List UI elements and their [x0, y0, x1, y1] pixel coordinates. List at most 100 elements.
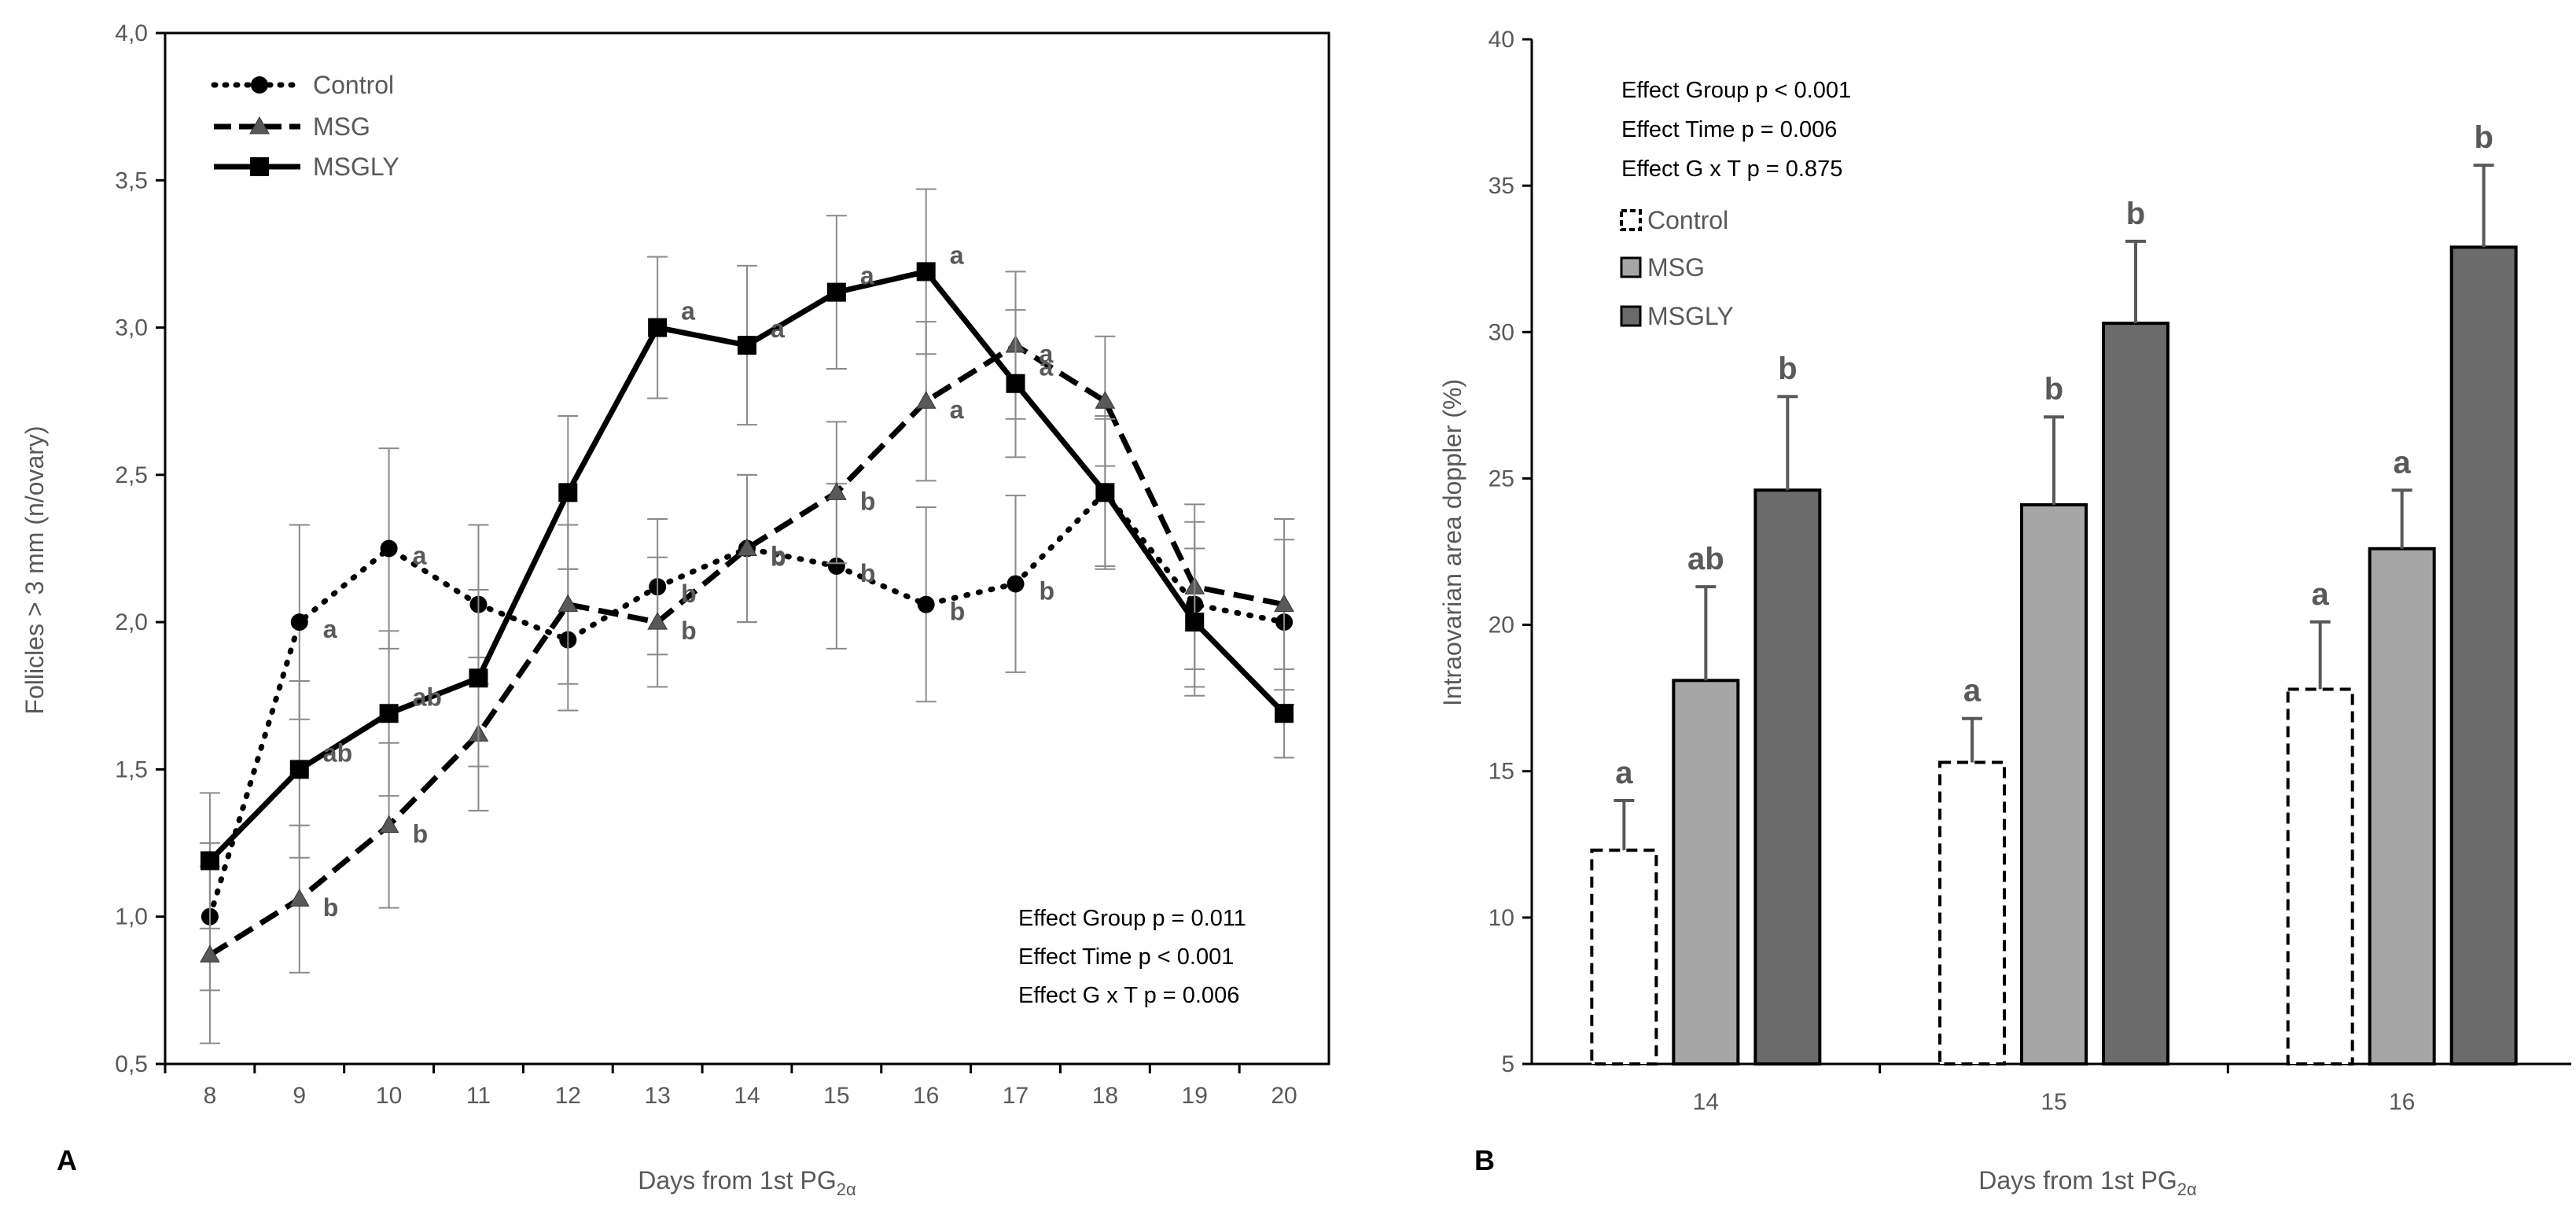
significance-letter-msg: ab	[1687, 542, 1724, 576]
panel-a-y-tick-label: 0,5	[115, 1051, 148, 1077]
panel-a-x-tick-label: 9	[293, 1083, 306, 1109]
legend-msg-marker	[249, 116, 270, 134]
bar-msgly	[2102, 322, 2169, 1066]
panel-a-x-tick-label: 14	[734, 1083, 760, 1109]
bar-msg	[2368, 547, 2436, 1066]
panel-b-y-tick-label: 30	[1489, 319, 1514, 345]
significance-letter-control: b	[1040, 576, 1055, 605]
panel-a-x-tick-label: 20	[1271, 1083, 1297, 1109]
significance-letter-msg: b	[681, 617, 697, 645]
point-control	[917, 595, 935, 613]
significance-letter-msg: b	[323, 893, 339, 922]
panel-a-y-tick-label: 3,0	[115, 315, 148, 341]
panel-b-y-axis-title: Intraovarian area doppler (%)	[1438, 379, 1466, 706]
panel-b-y-tick-label: 5	[1501, 1051, 1514, 1077]
legend-b-msg-swatch	[1620, 256, 1642, 278]
significance-letter-msgly: a	[950, 241, 964, 269]
point-msg	[378, 815, 399, 834]
panel-a-stat-group: Effect Group p = 0.011	[1018, 906, 1246, 931]
point-msg	[826, 482, 847, 500]
legend-b-control-swatch	[1620, 209, 1642, 231]
significance-letter-msgly: a	[860, 262, 874, 290]
point-msg	[915, 391, 937, 409]
panel-a-y-tick-label: 2,5	[115, 462, 148, 488]
point-msgly	[916, 262, 936, 282]
point-msgly	[738, 336, 756, 355]
legend-b-msg-label: MSG	[1647, 253, 1705, 282]
significance-letter-msgly: b	[2126, 197, 2145, 231]
legend-control-label: Control	[313, 71, 394, 99]
significance-letter-control: b	[860, 559, 876, 587]
point-control	[380, 539, 398, 558]
panel-a-y-tick-label: 1,0	[115, 904, 148, 930]
legend-b-control-label: Control	[1647, 206, 1728, 234]
significance-letter-msgly: a	[681, 297, 695, 326]
panel-a-x-axis-title-sub: 2α	[837, 1180, 856, 1199]
bar-msgly	[1754, 488, 1822, 1066]
significance-letter-control: b	[771, 542, 786, 570]
panel-b-x-tick-label: 16	[2389, 1089, 2415, 1115]
point-msgly	[558, 483, 578, 502]
significance-letter-msg: a	[950, 396, 964, 424]
panel-b-stat-gxt: Effect G x T p = 0.875	[1621, 156, 1842, 182]
significance-letter-msgly: ab	[323, 738, 352, 767]
point-msg	[1274, 594, 1294, 613]
significance-letter-msg: a	[1040, 340, 1054, 368]
panel-b-y-tick-label: 25	[1489, 466, 1514, 491]
panel-b-y-tick-label: 10	[1489, 905, 1514, 931]
significance-letter-msgly: ab	[413, 683, 442, 711]
point-msg	[558, 594, 579, 613]
legend-b-msgly-label: MSGLY	[1647, 302, 1734, 330]
bar-msgly	[2449, 245, 2518, 1066]
point-msg	[737, 538, 757, 556]
significance-letter-control: a	[1615, 756, 1633, 790]
panel-a-y-tick-label: 4,0	[115, 20, 148, 46]
bar-msg	[2020, 502, 2088, 1066]
panel-a-stat-time: Effect Time p < 0.001	[1018, 944, 1234, 970]
panel-a-x-axis-title-main: Days from 1st PG	[638, 1166, 837, 1194]
panel-b-x-tick-label: 15	[2041, 1089, 2066, 1115]
point-msg	[200, 944, 220, 963]
panel-a-plot-border	[164, 31, 1330, 1066]
panel-a-y-tick-label: 2,0	[115, 609, 148, 635]
panel-a-x-tick-label: 16	[913, 1083, 939, 1109]
panel-a-x-tick-label: 8	[204, 1083, 217, 1109]
point-msgly	[826, 282, 846, 302]
legend-msgly-marker	[250, 157, 269, 176]
panel-b-y-tick-label: 35	[1489, 173, 1514, 199]
panel-b-y-tick-label: 40	[1489, 27, 1514, 53]
bar-msg	[1672, 679, 1740, 1066]
panel-b-legend: Control MSG MSGLY	[1620, 206, 1734, 330]
panel-a-x-tick-label: 19	[1182, 1083, 1208, 1109]
legend-control-marker	[251, 76, 268, 94]
panel-a-y-tick-label: 1,5	[115, 756, 148, 782]
panel-a-y-axis-title: Follicles > 3 mm (n/ovary)	[20, 425, 49, 714]
panel-b-y-tick-label: 15	[1489, 759, 1514, 785]
significance-letter-msgly: a	[1040, 353, 1054, 381]
significance-letter-msg: a	[2394, 445, 2412, 480]
panel-a-line-chart: 0,5 1,0 1,5 2,0 2,5 3,0 3,5 4,0 8 9 10 11 12 13 14 15 1…	[20, 20, 1330, 1199]
point-msgly	[1275, 704, 1294, 723]
panel-a-y-tick-label: 3,5	[115, 167, 148, 193]
panel-b-x-axis-title: Days from 1st PG2α	[1978, 1166, 2197, 1199]
significance-letter-control: a	[1963, 674, 1982, 709]
legend-b-msgly-swatch	[1620, 305, 1642, 327]
point-msg	[647, 612, 668, 630]
significance-letter-msgly: a	[771, 315, 785, 343]
panel-a-x-tick-labels: 8 9 10 11 12 13 14 15 16 17 18 19 20	[204, 1083, 1297, 1109]
significance-letter-control: a	[413, 542, 427, 570]
panel-b-x-axis-title-sub: 2α	[2177, 1180, 2197, 1199]
point-msgly	[379, 704, 399, 723]
point-control	[1006, 575, 1025, 593]
panel-a-x-tick-label: 15	[823, 1083, 849, 1109]
panel-a-frame	[156, 31, 1330, 1073]
significance-letter-msgly: b	[2474, 120, 2493, 155]
panel-b-bars	[1590, 164, 2518, 1066]
significance-letter-msgly: b	[1778, 352, 1797, 386]
panel-b-x-tick-labels: 14 15 16	[1693, 1089, 2416, 1115]
point-control	[290, 613, 308, 631]
